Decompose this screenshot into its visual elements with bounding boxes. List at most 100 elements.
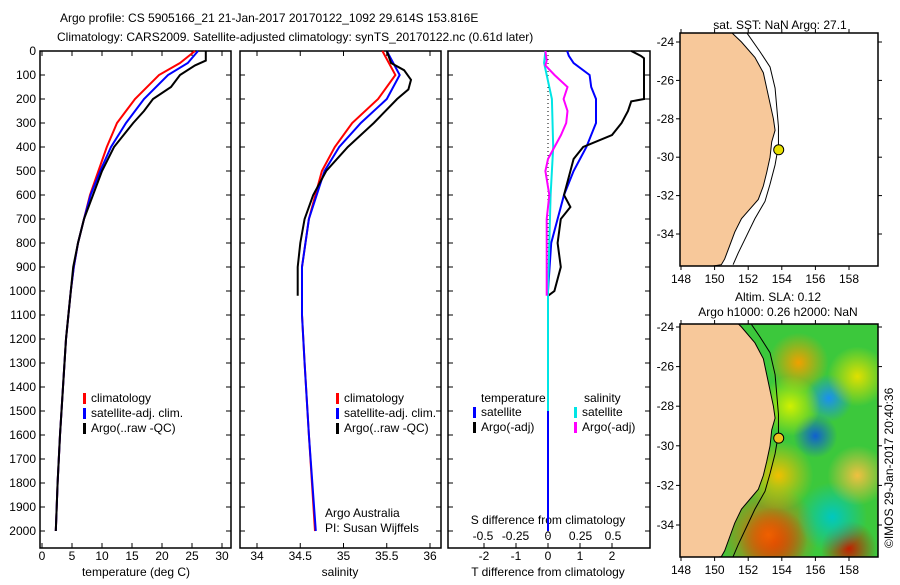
y-tick-label: 100	[16, 68, 36, 82]
tdiff-legend-swatch	[473, 407, 476, 418]
imos-stamp: ©IMOS 29-Jan-2017 20:40:36	[882, 387, 896, 548]
sdiff-x-tick-label: 0.5	[605, 529, 622, 543]
temp-series-1	[54, 50, 199, 532]
y-tick-label: 1500	[9, 404, 36, 418]
tdiff-legend-swatch	[473, 422, 476, 433]
temp-panel-frame	[39, 50, 232, 549]
sal-x-tick-label: 35.5	[375, 549, 399, 563]
y-tick-label: 0	[29, 44, 36, 58]
lon-tick-label: 152	[738, 563, 758, 577]
lon-tick-label: 154	[772, 563, 792, 577]
sal-series-0	[301, 50, 397, 532]
sdiff-x-tick-label: 0	[545, 529, 552, 543]
sal-legend-label: satellite-adj. clim.	[344, 406, 436, 420]
sst-map-frame	[679, 32, 879, 267]
lon-tick-label: 150	[705, 272, 725, 286]
sst-map-content	[680, 33, 878, 266]
sst-map-title: sat. SST: NaN Argo: 27.1	[713, 18, 847, 32]
sdiff-legend-swatch	[574, 422, 577, 433]
temp-x-tick-label: 25	[185, 549, 199, 563]
sdiff-x-tick-label: 0.25	[569, 529, 593, 543]
lat-tick-label: -34	[657, 518, 675, 532]
y-tick-label: 1800	[9, 476, 36, 490]
sal-legend-swatch	[336, 408, 339, 419]
temp-legend-label: satellite-adj. clim.	[91, 406, 183, 420]
sal-x-tick-label: 34.5	[289, 549, 313, 563]
tdiff-x-tick-label: -1	[511, 549, 522, 563]
tdiff-series-1	[547, 50, 645, 297]
lon-tick-label: 148	[671, 563, 691, 577]
sst-map-isobath	[732, 33, 779, 265]
sal-xlabel: salinity	[322, 565, 359, 579]
temp-legend-label: climatology	[91, 391, 151, 405]
tdiff-legend-title: temperature	[481, 391, 546, 405]
sdiff-legend-swatch	[574, 407, 577, 418]
temp-x-tick-label: 20	[155, 549, 169, 563]
sla-map-isobath	[732, 324, 779, 557]
sdiff-x-tick-label: -0.25	[502, 529, 530, 543]
y-tick-label: 1000	[9, 284, 36, 298]
temp-x-tick-label: 15	[125, 549, 139, 563]
sal-x-tick-label: 34	[250, 549, 264, 563]
y-tick-label: 200	[16, 92, 36, 106]
y-tick-label: 1100	[10, 308, 36, 322]
y-tick-label: 900	[16, 260, 36, 274]
lat-tick-label: -34	[657, 227, 675, 241]
sal-series-2	[296, 50, 413, 296]
diff-panel-frame	[447, 50, 651, 549]
y-tick-label: 700	[16, 212, 36, 226]
sla-map-land	[680, 324, 776, 557]
y-tick-label: 1600	[9, 428, 36, 442]
tdiff-x-tick-label: 1	[577, 549, 584, 563]
temp-x-tick-label: 10	[95, 549, 109, 563]
lat-tick-label: -28	[657, 399, 675, 413]
lon-tick-label: 152	[738, 272, 758, 286]
annotation-line1: Argo Australia	[325, 506, 400, 520]
tdiff-x-tick-label: 2	[609, 549, 616, 563]
temp-legend-swatch	[83, 393, 86, 404]
lat-tick-label: -28	[657, 112, 675, 126]
sal-x-tick-label: 35	[337, 549, 351, 563]
sla-map-argo-marker	[773, 432, 785, 444]
y-tick-label: 800	[16, 236, 36, 250]
temp-xlabel: temperature (deg C)	[82, 565, 190, 579]
sla-map-frame	[679, 323, 879, 558]
lon-tick-label: 150	[705, 563, 725, 577]
lat-tick-label: -26	[657, 73, 675, 87]
y-tick-label: 300	[16, 116, 36, 130]
lat-tick-label: -24	[657, 35, 675, 49]
y-tick-label: 500	[16, 164, 36, 178]
sal-panel-frame	[239, 50, 442, 549]
sal-legend-swatch	[336, 423, 339, 434]
temp-legend-swatch	[83, 423, 86, 434]
sdiff-legend-label: satellite	[582, 405, 623, 419]
sst-map: 148 150 152 154 156 158 -24 -26 -28 -30 -32 -34	[657, 29, 882, 286]
sst-map-land	[680, 33, 776, 266]
sal-legend-label: Argo(..raw -QC)	[344, 421, 429, 435]
lat-tick-label: -26	[657, 360, 675, 374]
lat-tick-label: -24	[657, 320, 675, 334]
y-tick-label: 1400	[9, 380, 36, 394]
tdiff-legend-label: Argo(-adj)	[481, 420, 534, 434]
y-tick-label: 1300	[9, 356, 36, 370]
lon-tick-label: 154	[772, 272, 792, 286]
lat-tick-label: -32	[657, 189, 675, 203]
tdiff-series-0	[547, 50, 597, 531]
sst-map-argo-marker	[773, 144, 785, 156]
tdiff-x-tick-label: 0	[545, 549, 552, 563]
temp-legend-swatch	[83, 408, 86, 419]
temp-series-2	[54, 51, 207, 532]
sla-map-title: Altim. SLA: 0.12	[735, 290, 821, 304]
figure-subtitle: Climatology: CARS2009. Satellite-adjuste…	[57, 30, 533, 44]
sla-map: 148 150 152 154 156 158 -24 -26 -28 -30 -32 -34	[657, 320, 882, 577]
lat-tick-label: -30	[657, 150, 675, 164]
lon-tick-label: 158	[839, 272, 859, 286]
temp-x-tick-label: 5	[69, 549, 76, 563]
temp-x-tick-label: 30	[215, 549, 229, 563]
y-tick-label: 600	[16, 188, 36, 202]
temp-x-tick-label: 0	[39, 549, 46, 563]
sla-anomaly-blob	[760, 376, 821, 437]
lat-tick-label: -30	[657, 439, 675, 453]
